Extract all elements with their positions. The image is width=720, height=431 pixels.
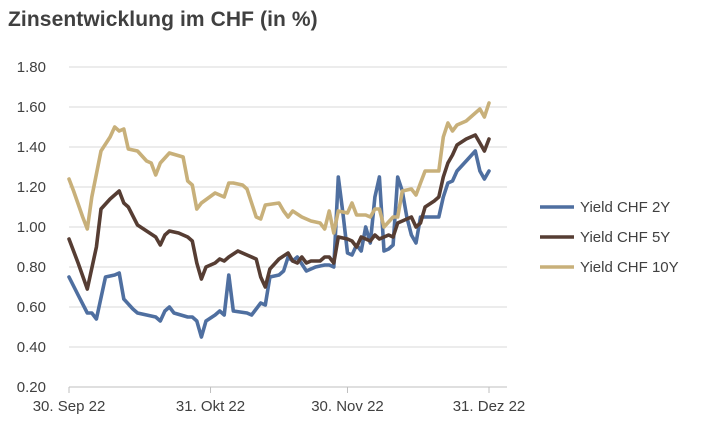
y-tick-label: 1.00 <box>17 219 46 236</box>
series-line-yield-chf-5y <box>67 133 491 291</box>
legend-label: Yield CHF 10Y <box>580 259 679 276</box>
legend-label: Yield CHF 5Y <box>580 229 670 246</box>
y-tick-label: 1.20 <box>17 179 46 196</box>
x-tick-label: 31. Okt 22 <box>176 398 245 415</box>
legend-label: Yield CHF 2Y <box>580 199 670 216</box>
y-tick-label: 1.60 <box>17 99 46 116</box>
y-tick-label: 1.40 <box>17 139 46 156</box>
y-axis-tick-labels: 0.20 0.40 0.60 0.80 1.00 1.20 1.40 1.60 1.80 <box>17 59 46 396</box>
x-axis: 30. Sep 22 31. Okt 22 30. Nov 22 31. Dez 22 <box>33 386 526 415</box>
chart-title: Zinsentwicklung im CHF (in %) <box>8 8 318 31</box>
series-line-yield-chf-2y <box>67 149 491 339</box>
gridlines <box>69 66 507 348</box>
y-tick-label: 1.80 <box>17 59 46 76</box>
legend: Yield CHF 2Y Yield CHF 5Y Yield CHF 10Y <box>540 199 679 276</box>
y-tick-label: 0.80 <box>17 259 46 276</box>
x-tick-label: 30. Nov 22 <box>311 398 384 415</box>
x-tick-label: 31. Dez 22 <box>453 398 526 415</box>
x-tick-label: 30. Sep 22 <box>33 398 106 415</box>
y-tick-label: 0.60 <box>17 299 46 316</box>
y-tick-label: 0.40 <box>17 339 46 356</box>
series-lines <box>67 101 491 339</box>
series-line-yield-chf-10y <box>67 101 491 235</box>
y-tick-label: 0.20 <box>17 379 46 396</box>
